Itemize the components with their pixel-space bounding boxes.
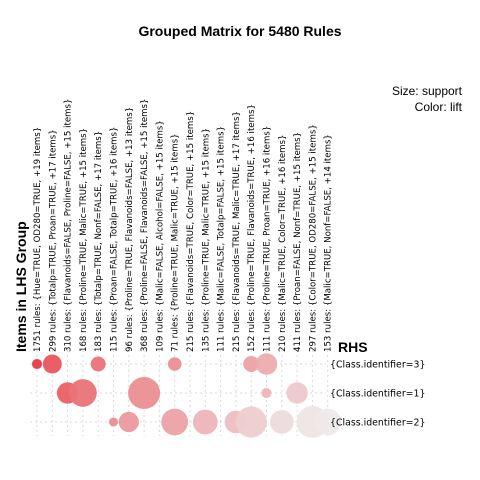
lhs-group-label: 299 rules: {Totalp=TRUE, Proan=TRUE, +17… xyxy=(48,129,58,352)
bubble-17 xyxy=(235,406,267,438)
lhs-group-label: 96 rules: {Proline=TRUE, Flavanoids=FALS… xyxy=(125,107,135,352)
bubble-3 xyxy=(90,356,106,372)
lhs-group-label: 135 rules: {Proline=TRUE, Malic=TRUE, +1… xyxy=(201,128,211,352)
bubble-15 xyxy=(192,409,218,435)
lhs-group-label: 210 rules: {Malic=TRUE, Color=TRUE, +16 … xyxy=(278,135,288,352)
y-axis-title: RHS xyxy=(338,339,368,355)
bubble-4 xyxy=(167,357,182,371)
lhs-group-label: 1751 rules: {Hue=TRUE, OD280=TRUE, +19 i… xyxy=(33,127,43,352)
bubble-18 xyxy=(269,410,294,434)
bubble-13 xyxy=(118,411,139,433)
legend-color-label: Color: lift xyxy=(415,100,463,114)
lhs-group-label: 297 rules: {Color=TRUE, OD280=FALSE, +15… xyxy=(308,124,318,352)
bubble-20 xyxy=(314,408,342,436)
lhs-group-label: 109 rules: {Malic=FALSE, Alcohol=FALSE, … xyxy=(155,120,165,352)
lhs-group-label: 152 rules: {Proline=TRUE, Flavanoids=TRU… xyxy=(247,104,257,352)
lhs-group-label: 153 rules: {Malic=TRUE, Nonf=FALSE, +14 … xyxy=(324,134,334,352)
lhs-group-label: 111 rules: {Proline=TRUE, Proan=TRUE, +1… xyxy=(263,126,273,352)
lhs-group-label: 310 rules: {Flavanoids=FALSE, Proline=FA… xyxy=(64,99,74,352)
bubble-8 xyxy=(69,379,97,407)
rhs-item-label: {Class.identifier=3} xyxy=(330,360,425,371)
lhs-group-label: 71 rules: {Proline=TRUE, Malic=TRUE, +15… xyxy=(171,133,181,352)
bubbles xyxy=(31,353,342,438)
bubble-10 xyxy=(261,387,272,399)
bubble-9 xyxy=(128,377,161,409)
bubble-2 xyxy=(42,354,62,374)
rhs-item-label: {Class.identifier=1} xyxy=(330,389,425,400)
lhs-group-labels: 1751 rules: {Hue=TRUE, OD280=TRUE, +19 i… xyxy=(33,99,334,352)
bubble-14 xyxy=(161,408,189,436)
rhs-item-labels: {Class.identifier=3} {Class.identifier=1}… xyxy=(330,360,425,429)
lhs-group-label: 115 rules: {Proan=FALSE, Totalp=TRUE, +1… xyxy=(110,127,120,352)
rhs-item-label: {Class.identifier=2} xyxy=(330,418,425,429)
bubble-5 xyxy=(243,356,260,372)
lhs-group-label: 111 rules: {Malic=FALSE, Totalp=FALSE, +… xyxy=(217,126,227,352)
bubble-12 xyxy=(108,417,119,427)
legend-size-label: Size: support xyxy=(392,84,463,98)
bubble-11 xyxy=(286,382,308,404)
lhs-group-label: 368 rules: {Proline=FALSE, Flavanoids=FA… xyxy=(140,99,150,352)
lhs-group-label: 168 rules: {Proline=TRUE, Malic=TRUE, +1… xyxy=(79,128,89,352)
bubble-6 xyxy=(255,353,278,375)
bubble-1 xyxy=(31,358,43,370)
lhs-group-label: 215 rules: {Flavanoids=TRUE, Malic=TRUE,… xyxy=(232,111,242,352)
chart-title: Grouped Matrix for 5480 Rules xyxy=(138,23,341,39)
lhs-group-label: 411 rules: {Proan=FALSE, Nonf=TRUE, +15 … xyxy=(293,132,303,352)
lhs-group-label: 215 rules: {Flavanoids=TRUE, Color=TRUE,… xyxy=(186,111,196,352)
x-axis-title: Items in LHS Group xyxy=(13,221,29,352)
lhs-group-label: 183 rules: {Totalp=TRUE, Nonf=FALSE, +17… xyxy=(94,131,104,352)
